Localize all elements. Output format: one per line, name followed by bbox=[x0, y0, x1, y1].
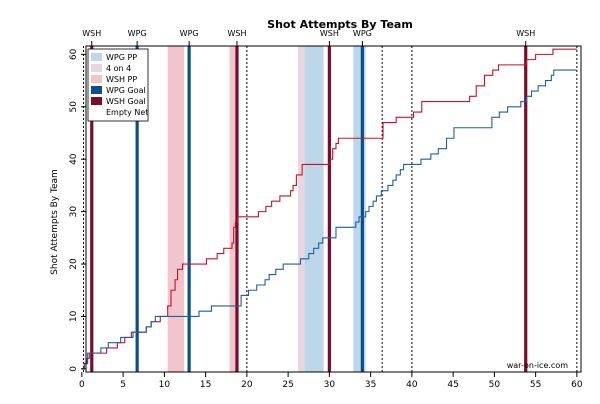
y-tick-label: 40 bbox=[69, 153, 79, 165]
goal-team-labels: WSH WPG WPG WSH WSH WPG WSH bbox=[82, 29, 535, 46]
axes: 0 5 10 15 20 25 30 35 40 45 50 55 60 0 10 20 30 40 50 60 bbox=[69, 48, 583, 390]
legend-label: WPG PP bbox=[106, 53, 137, 62]
x-tick-label: 45 bbox=[447, 380, 458, 390]
goal-team-label: WSH bbox=[227, 29, 246, 38]
legend-label: WPG Goal bbox=[106, 86, 146, 95]
legend: WPG PP 4 on 4 WSH PP WPG Goal WSH Goal Empty … bbox=[87, 48, 149, 122]
plot-frame bbox=[85, 45, 582, 373]
y-tick-label: 0 bbox=[69, 366, 79, 372]
y-tick-label: 30 bbox=[69, 206, 79, 218]
legend-swatch-wpg-pp bbox=[91, 53, 102, 61]
legend-swatch-wsh-pp bbox=[91, 75, 102, 83]
band-wsh-pp bbox=[229, 46, 239, 372]
x-tick-label: 20 bbox=[241, 380, 253, 390]
legend-swatch-wpg-goal bbox=[91, 86, 102, 94]
band-wsh-pp bbox=[167, 46, 185, 372]
situation-bands bbox=[167, 46, 366, 372]
x-tick-label: 40 bbox=[406, 380, 418, 390]
legend-swatch-wsh-goal bbox=[91, 97, 102, 105]
goal-team-label: WSH bbox=[82, 29, 101, 38]
x-tick-label: 55 bbox=[530, 380, 541, 390]
y-tick-label: 20 bbox=[69, 258, 79, 270]
y-tick-label: 50 bbox=[69, 101, 79, 113]
x-tick-label: 30 bbox=[324, 380, 336, 390]
goal-team-label: WPG bbox=[128, 29, 147, 38]
legend-label: WSH PP bbox=[106, 75, 137, 84]
x-tick-label: 5 bbox=[120, 380, 126, 390]
band-wpg-pp bbox=[304, 46, 324, 372]
x-tick-label: 50 bbox=[489, 380, 501, 390]
x-tick-label: 0 bbox=[79, 380, 85, 390]
y-tick-label: 60 bbox=[69, 48, 79, 60]
x-tick-label: 15 bbox=[200, 380, 211, 390]
legend-label: 4 on 4 bbox=[106, 64, 131, 73]
x-tick-label: 10 bbox=[159, 380, 171, 390]
credit-text: war-on-ice.com bbox=[507, 361, 568, 370]
series-line-wpg bbox=[81, 69, 577, 370]
legend-label: WSH Goal bbox=[106, 97, 146, 106]
legend-label: Empty Net bbox=[106, 108, 148, 117]
series-lines bbox=[81, 48, 577, 370]
goal-team-label: WPG bbox=[180, 29, 199, 38]
band-four-on-four bbox=[298, 46, 305, 372]
x-tick-label: 35 bbox=[365, 380, 376, 390]
chart-title: Shot Attempts By Team bbox=[267, 18, 413, 31]
y-axis-label: Shot Attempts By Team bbox=[50, 169, 60, 275]
goal-team-label: WPG bbox=[353, 29, 372, 38]
y-tick-label: 10 bbox=[69, 310, 79, 322]
x-tick-label: 60 bbox=[571, 380, 583, 390]
goal-team-label: WSH bbox=[516, 29, 535, 38]
goal-team-label: WSH bbox=[320, 29, 339, 38]
x-tick-label: 25 bbox=[282, 380, 293, 390]
legend-swatch-four-on-four bbox=[91, 64, 102, 72]
